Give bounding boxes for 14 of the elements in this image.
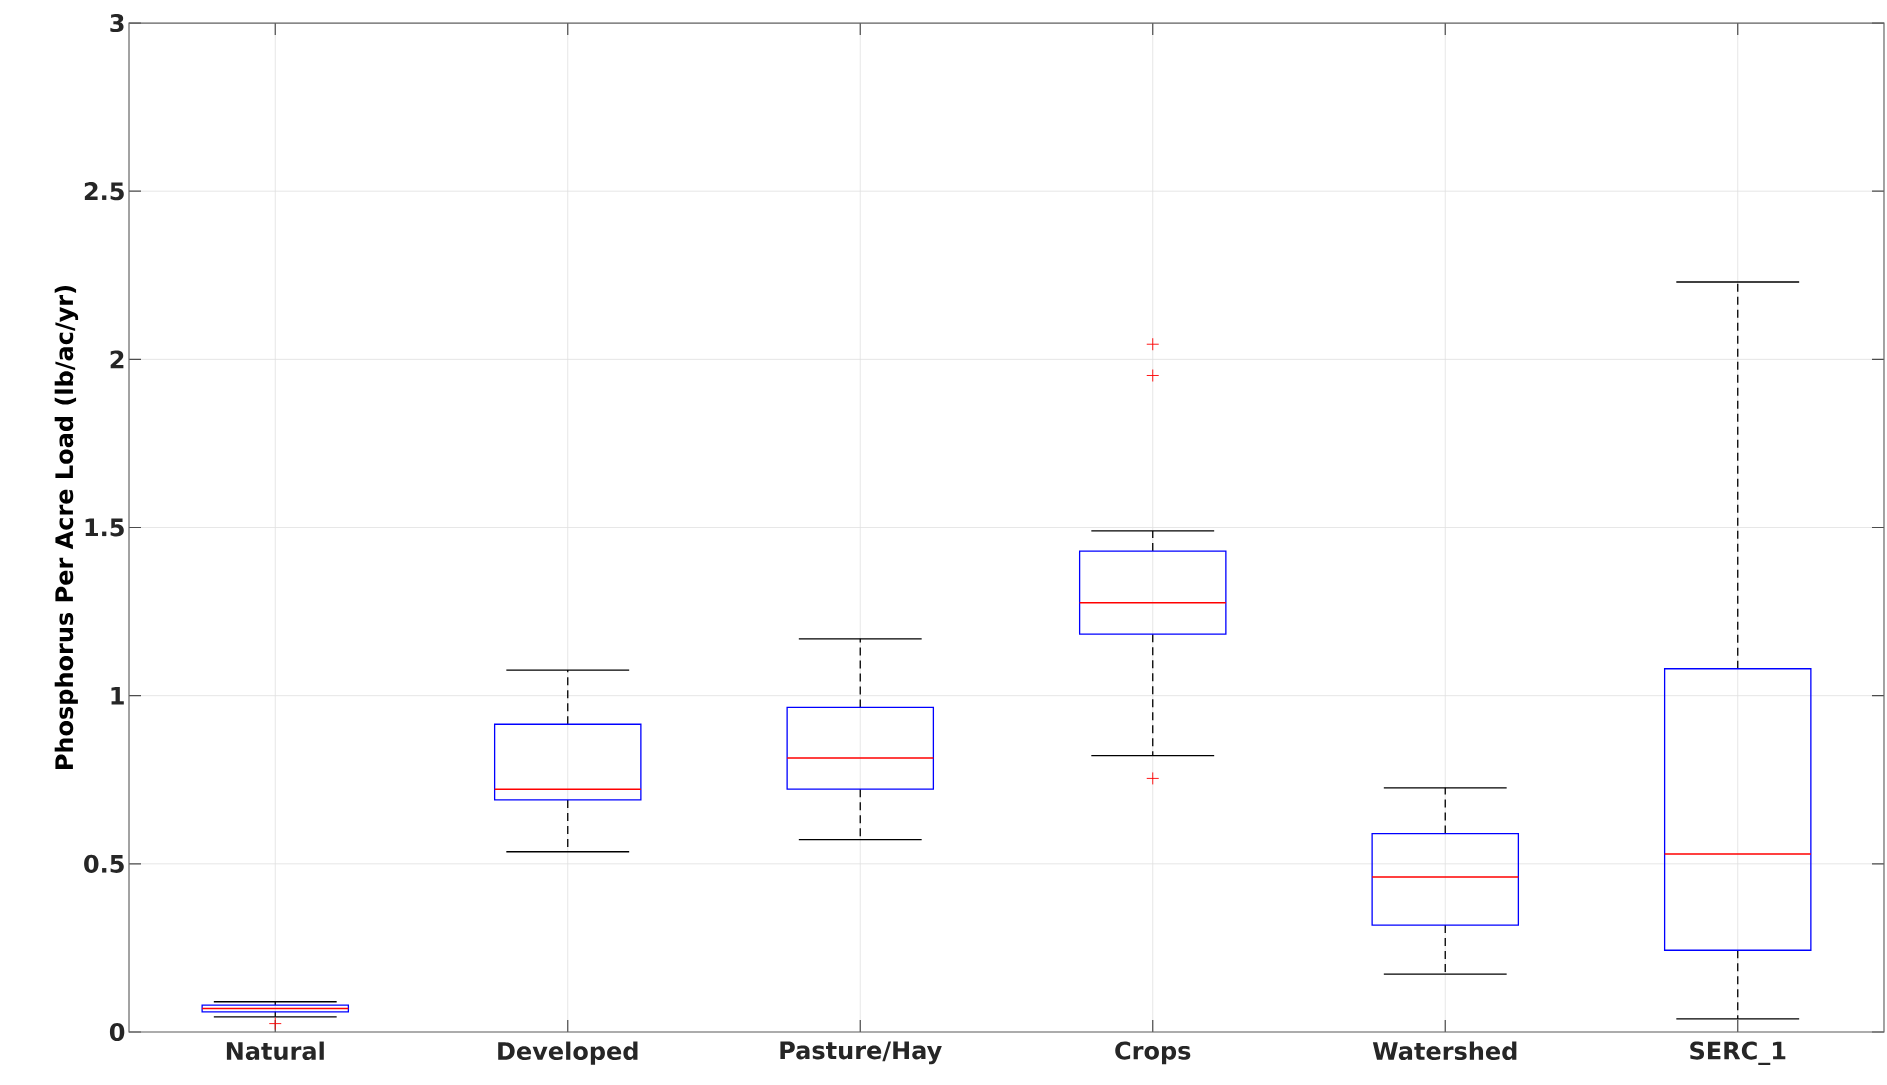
- y-tick-label: 0.5: [84, 854, 124, 873]
- y-tick-label: 1: [111, 686, 124, 705]
- x-tick-label: Natural: [226, 1041, 324, 1061]
- y-axis-title: Phosphorus Per Acre Load (lb/ac/yr): [54, 285, 79, 770]
- x-tick-label: SERC_1: [1690, 1041, 1786, 1066]
- x-tick-label: Pasture/Hay: [780, 1041, 942, 1065]
- y-tick-label: 3: [110, 13, 124, 33]
- x-tick-label: Developed: [498, 1041, 638, 1065]
- x-tick-label: Watershed: [1372, 1041, 1517, 1061]
- y-tick-label: 2.5: [84, 182, 124, 201]
- x-tick-label: Crops: [1115, 1041, 1191, 1065]
- y-tick-label: 1.5: [85, 518, 124, 537]
- y-tick-label: 2: [110, 350, 124, 369]
- y-tick-label: 0: [109, 1022, 125, 1042]
